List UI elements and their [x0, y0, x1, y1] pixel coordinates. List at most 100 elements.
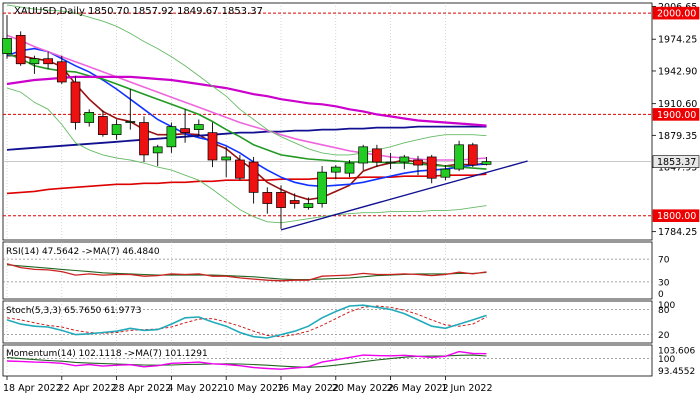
level-tag-0-bg — [652, 6, 700, 20]
overlay-line-2 — [6, 47, 487, 188]
candle-0 — [2, 15, 12, 59]
candle-body — [180, 128, 190, 133]
y-tick-label-1: 1974.25 — [658, 35, 697, 46]
y-tick-label-3: 1910.60 — [658, 99, 697, 110]
candle-body — [15, 35, 26, 65]
x-tick-label-2: 28 Apr 2022 — [113, 383, 172, 394]
candle-8 — [111, 119, 122, 140]
price-axis: 2006.651974.251942.901910.601879.351847.… — [652, 2, 700, 377]
rsi-tick-2: 0 — [658, 290, 664, 300]
candle-body — [276, 192, 286, 208]
candle-26 — [358, 144, 369, 171]
candle-body — [43, 58, 53, 65]
candle-body — [303, 203, 314, 208]
candle-12 — [166, 122, 177, 153]
candle-body — [481, 161, 492, 165]
x-tick-label-4: 10 May 2022 — [222, 383, 284, 394]
current-price-tag-bg — [652, 155, 700, 168]
candle-31 — [426, 154, 437, 184]
candle-body — [399, 156, 410, 163]
candle-body — [193, 124, 204, 130]
candle-2 — [29, 55, 40, 74]
overlay-line-8 — [6, 87, 487, 224]
candle-11 — [152, 144, 163, 167]
overlay-line-7 — [6, 4, 487, 156]
candle-body — [166, 126, 177, 148]
candle-body — [454, 144, 464, 170]
stoch-tick-1: 80 — [658, 306, 670, 316]
candle-body — [262, 192, 273, 204]
candle-3 — [43, 51, 53, 69]
ohlc-readout: 1850.70 1857.92 1849.67 1853.37 — [88, 6, 263, 17]
candle-25 — [344, 159, 355, 178]
stoch-tick-0: 100 — [658, 301, 675, 311]
momentum-label: Momentum(14) 102.1118 ->MA(7) 101.1291 — [6, 349, 208, 359]
candle-body — [29, 58, 40, 65]
overlay-line-0 — [6, 173, 487, 195]
candle-29 — [399, 154, 410, 170]
candle-13 — [180, 109, 190, 143]
candle-32 — [440, 165, 451, 181]
candle-6 — [84, 109, 95, 127]
x-tick-label-1: 22 Apr 2022 — [58, 383, 117, 394]
pane-frame-main — [2, 2, 653, 241]
oscillators — [3, 258, 652, 370]
candle-body — [235, 159, 245, 179]
y-tick-label-6: 1784.25 — [658, 227, 697, 238]
overlay-line-6 — [6, 75, 487, 127]
pane-frame-rsi — [2, 241, 653, 300]
y-tick-label-2: 1942.90 — [658, 66, 697, 77]
rsi-tick-1: 30 — [658, 278, 670, 288]
support-trendline — [280, 160, 528, 231]
candle-body — [385, 161, 396, 164]
stoch-line-0 — [6, 305, 487, 338]
candle-body — [248, 161, 259, 193]
overlay-line-4 — [6, 52, 487, 170]
candle-body — [344, 162, 355, 174]
candle-34 — [467, 142, 478, 168]
level-tag-2: 1800.00 — [657, 211, 696, 222]
candle-20 — [276, 185, 286, 229]
candle-body — [358, 146, 369, 164]
level-tag-1: 1900.00 — [657, 110, 696, 121]
candle-body — [207, 132, 218, 161]
candle-7 — [98, 110, 108, 137]
candle-16 — [221, 146, 232, 178]
candle-body — [2, 38, 12, 54]
candle-19 — [262, 187, 273, 214]
candle-30 — [413, 155, 423, 176]
level-tag-2-bg — [652, 209, 700, 222]
x-tick-label-7: 26 May 2022 — [387, 383, 449, 394]
x-tick-label-3: 4 May 2022 — [167, 383, 223, 394]
mom-tick-1: 100 — [658, 355, 675, 365]
stoch-label: Stoch(5,3,3) 65.7650 61.9773 — [6, 306, 141, 316]
candle-15 — [207, 122, 218, 168]
candle-body — [330, 166, 341, 173]
candles — [2, 15, 492, 229]
candle-body — [467, 144, 478, 166]
symbol-title: XAUUSD,Daily — [14, 6, 85, 17]
candle-10 — [139, 116, 149, 163]
stoch-tick-2: 20 — [658, 331, 670, 341]
mom-line-1 — [6, 350, 487, 370]
candle-17 — [235, 154, 245, 181]
candle-body — [84, 112, 95, 123]
horizontal-levels — [3, 12, 652, 217]
rsi-line-1 — [6, 263, 487, 282]
candle-9 — [125, 89, 136, 130]
candle-body — [413, 159, 423, 166]
candle-body — [440, 168, 451, 178]
x-tick-label-0: 18 Apr 2022 — [3, 383, 62, 394]
mom-tick-0: 103.606 — [658, 347, 695, 357]
rsi-tick-0: 70 — [658, 256, 670, 266]
candle-18 — [248, 156, 259, 204]
candle-body — [152, 146, 163, 154]
x-tick-label-8: 1 Jun 2022 — [441, 383, 492, 394]
moving-averages — [6, 4, 528, 231]
candle-33 — [454, 140, 464, 172]
pane-frame-stoch — [2, 300, 653, 344]
panes — [2, 2, 653, 377]
candle-23 — [317, 166, 327, 208]
